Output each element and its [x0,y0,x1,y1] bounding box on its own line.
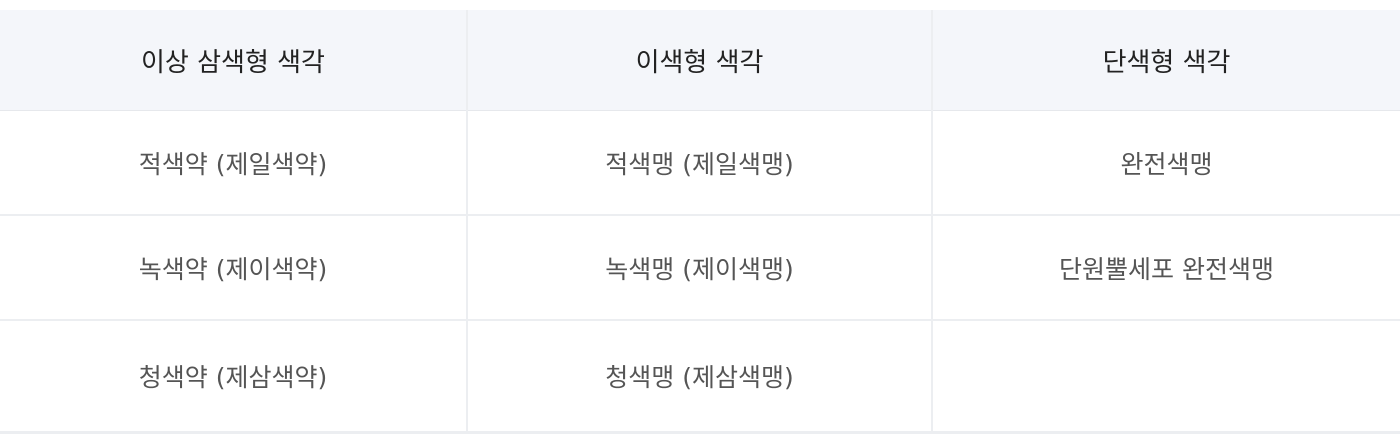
table-cell: 적색약 (제일색약) [0,110,467,216]
table-cell: 녹색맹 (제이색맹) [466,215,932,321]
table-cell: 청색약 (제삼색약) [0,320,467,434]
table-header: 이상 삼색형 색각 이색형 색각 단색형 색각 [0,10,1400,111]
table-cell: 단원뿔세포 완전색맹 [931,215,1400,321]
header-dichromacy: 이색형 색각 [466,10,932,111]
table-row: 녹색약 (제이색약) 녹색맹 (제이색맹) 단원뿔세포 완전색맹 [0,215,1400,321]
table-header-row: 이상 삼색형 색각 이색형 색각 단색형 색각 [0,10,1400,111]
header-monochromacy: 단색형 색각 [931,10,1400,111]
table-cell: 적색맹 (제일색맹) [466,110,932,216]
table-cell: 완전색맹 [931,110,1400,216]
table-cell: 청색맹 (제삼색맹) [466,320,932,434]
table-cell-empty [931,320,1400,434]
color-vision-table: 이상 삼색형 색각 이색형 색각 단색형 색각 적색약 (제일색약) 적색맹 (… [0,10,1400,434]
table-row: 적색약 (제일색약) 적색맹 (제일색맹) 완전색맹 [0,110,1400,216]
table-body: 적색약 (제일색약) 적색맹 (제일색맹) 완전색맹 녹색약 (제이색약) 녹색… [0,110,1400,434]
table-cell: 녹색약 (제이색약) [0,215,467,321]
header-anomalous-trichromacy: 이상 삼색형 색각 [0,10,467,111]
table-row: 청색약 (제삼색약) 청색맹 (제삼색맹) [0,320,1400,434]
